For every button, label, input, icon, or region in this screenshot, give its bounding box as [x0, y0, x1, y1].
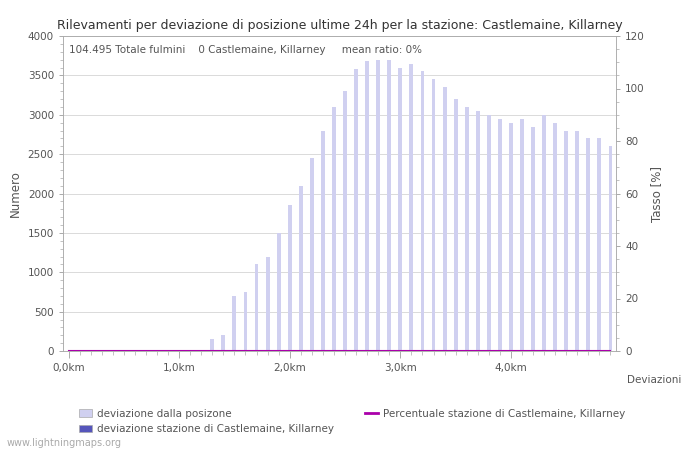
Bar — [553, 122, 557, 351]
Bar — [232, 296, 237, 351]
Bar — [266, 256, 270, 351]
Bar — [299, 185, 302, 351]
Bar — [387, 59, 391, 351]
Bar — [421, 72, 424, 351]
Bar — [476, 111, 480, 351]
Bar — [410, 63, 413, 351]
Text: Deviazioni: Deviazioni — [626, 375, 681, 385]
Legend: deviazione dalla posizone, deviazione stazione di Castlemaine, Killarney, Percen: deviazione dalla posizone, deviazione st… — [79, 409, 625, 434]
Bar — [354, 69, 358, 351]
Bar — [332, 107, 336, 351]
Bar — [377, 59, 380, 351]
Bar — [509, 122, 513, 351]
Title: Rilevamenti per deviazione di posizione ultime 24h per la stazione: Castlemaine,: Rilevamenti per deviazione di posizione … — [57, 19, 622, 32]
Bar — [310, 158, 314, 351]
Bar — [211, 339, 214, 351]
Bar — [255, 265, 258, 351]
Bar — [365, 61, 369, 351]
Bar — [564, 130, 568, 351]
Bar — [244, 292, 247, 351]
Bar — [432, 79, 435, 351]
Bar — [442, 87, 447, 351]
Text: 104.495 Totale fulmini    0 Castlemaine, Killarney     mean ratio: 0%: 104.495 Totale fulmini 0 Castlemaine, Ki… — [69, 45, 421, 55]
Bar — [221, 335, 225, 351]
Bar — [276, 233, 281, 351]
Y-axis label: Tasso [%]: Tasso [%] — [650, 166, 664, 221]
Bar — [575, 130, 579, 351]
Bar — [398, 68, 402, 351]
Bar — [542, 115, 546, 351]
Bar — [498, 119, 502, 351]
Bar — [608, 146, 612, 351]
Text: www.lightningmaps.org: www.lightningmaps.org — [7, 438, 122, 448]
Bar — [531, 126, 535, 351]
Bar — [288, 205, 292, 351]
Bar — [454, 99, 458, 351]
Bar — [598, 139, 601, 351]
Bar — [587, 139, 590, 351]
Y-axis label: Numero: Numero — [9, 170, 22, 217]
Bar — [321, 130, 325, 351]
Bar — [487, 115, 491, 351]
Bar — [520, 119, 524, 351]
Bar — [343, 91, 347, 351]
Bar — [465, 107, 468, 351]
